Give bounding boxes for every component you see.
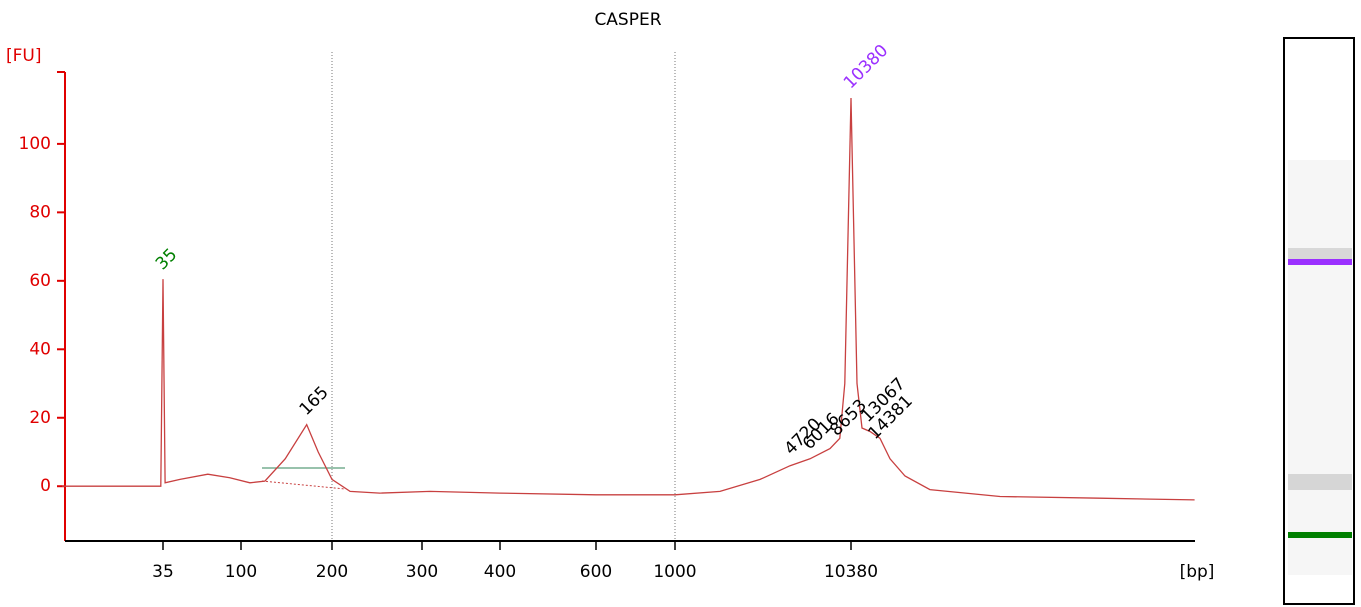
- peak-label: 35: [152, 245, 181, 274]
- y-tick-label: 0: [40, 476, 51, 496]
- x-tick-label: 10380: [824, 562, 878, 582]
- x-tick-label: 300: [406, 562, 438, 582]
- y-tick-label: 100: [19, 134, 51, 154]
- y-tick-label: 60: [29, 271, 51, 291]
- x-axis-label: [bp]: [1180, 562, 1215, 582]
- chart-title: CASPER: [594, 10, 661, 30]
- gel-background: [1288, 160, 1352, 575]
- gel-band-lower-marker: [1288, 532, 1352, 538]
- y-tick-label: 20: [29, 408, 51, 428]
- peak-baseline: [261, 480, 346, 490]
- peak-label: 10380: [840, 41, 892, 93]
- gel-band: [1288, 474, 1352, 490]
- x-tick-label: 35: [152, 562, 174, 582]
- x-tick-label: 200: [316, 562, 348, 582]
- y-tick-label: 40: [29, 339, 51, 359]
- gel-lane: [1283, 37, 1355, 605]
- y-tick-label: 80: [29, 202, 51, 222]
- x-tick-label: 600: [580, 562, 612, 582]
- peak-label: 165: [296, 383, 333, 420]
- y-axis-label: [FU]: [6, 46, 42, 66]
- gel-band-upper-marker: [1288, 259, 1352, 265]
- x-tick-label: 100: [225, 562, 257, 582]
- x-tick-label: 400: [484, 562, 516, 582]
- x-tick-label: 1000: [653, 562, 696, 582]
- trace: [62, 97, 1195, 501]
